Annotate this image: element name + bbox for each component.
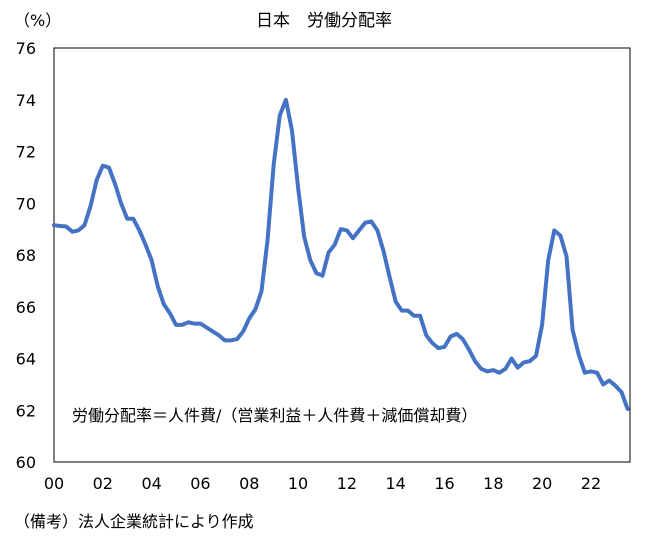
x-tick-label: 20 [532,474,552,493]
x-tick-label: 16 [434,474,454,493]
y-tick-label: 70 [16,194,36,213]
y-tick-label: 76 [16,39,36,58]
source-note: （備考）法人企業統計により作成 [14,512,254,531]
x-tick-label: 06 [190,474,210,493]
y-axis-ticks: 60 62 64 66 68 70 72 74 76 [16,39,36,472]
x-tick-label: 02 [93,474,113,493]
chart-title: 日本 労働分配率 [256,11,392,31]
y-tick-label: 74 [16,91,36,110]
y-tick-label: 68 [16,246,36,265]
y-tick-label: 72 [16,143,36,162]
x-tick-label: 10 [288,474,308,493]
y-axis-unit-label: （%） [14,11,61,30]
x-tick-label: 12 [337,474,357,493]
y-tick-label: 62 [16,401,36,420]
labor-share-line [52,97,630,411]
x-tick-label: 08 [239,474,259,493]
x-tick-label: 00 [44,474,64,493]
x-tick-label: 04 [141,474,161,493]
x-axis-ticks: 00 02 04 06 08 10 12 14 16 18 20 22 [44,474,601,493]
y-tick-label: 64 [16,350,36,369]
y-tick-label: 66 [16,298,36,317]
x-tick-label: 14 [386,474,406,493]
x-tick-label: 22 [581,474,601,493]
formula-annotation: 労働分配率＝人件費/（営業利益＋人件費＋減価償却費） [72,406,477,425]
x-tick-label: 18 [483,474,503,493]
y-tick-label: 60 [16,453,36,472]
plot-area-frame [53,47,631,463]
